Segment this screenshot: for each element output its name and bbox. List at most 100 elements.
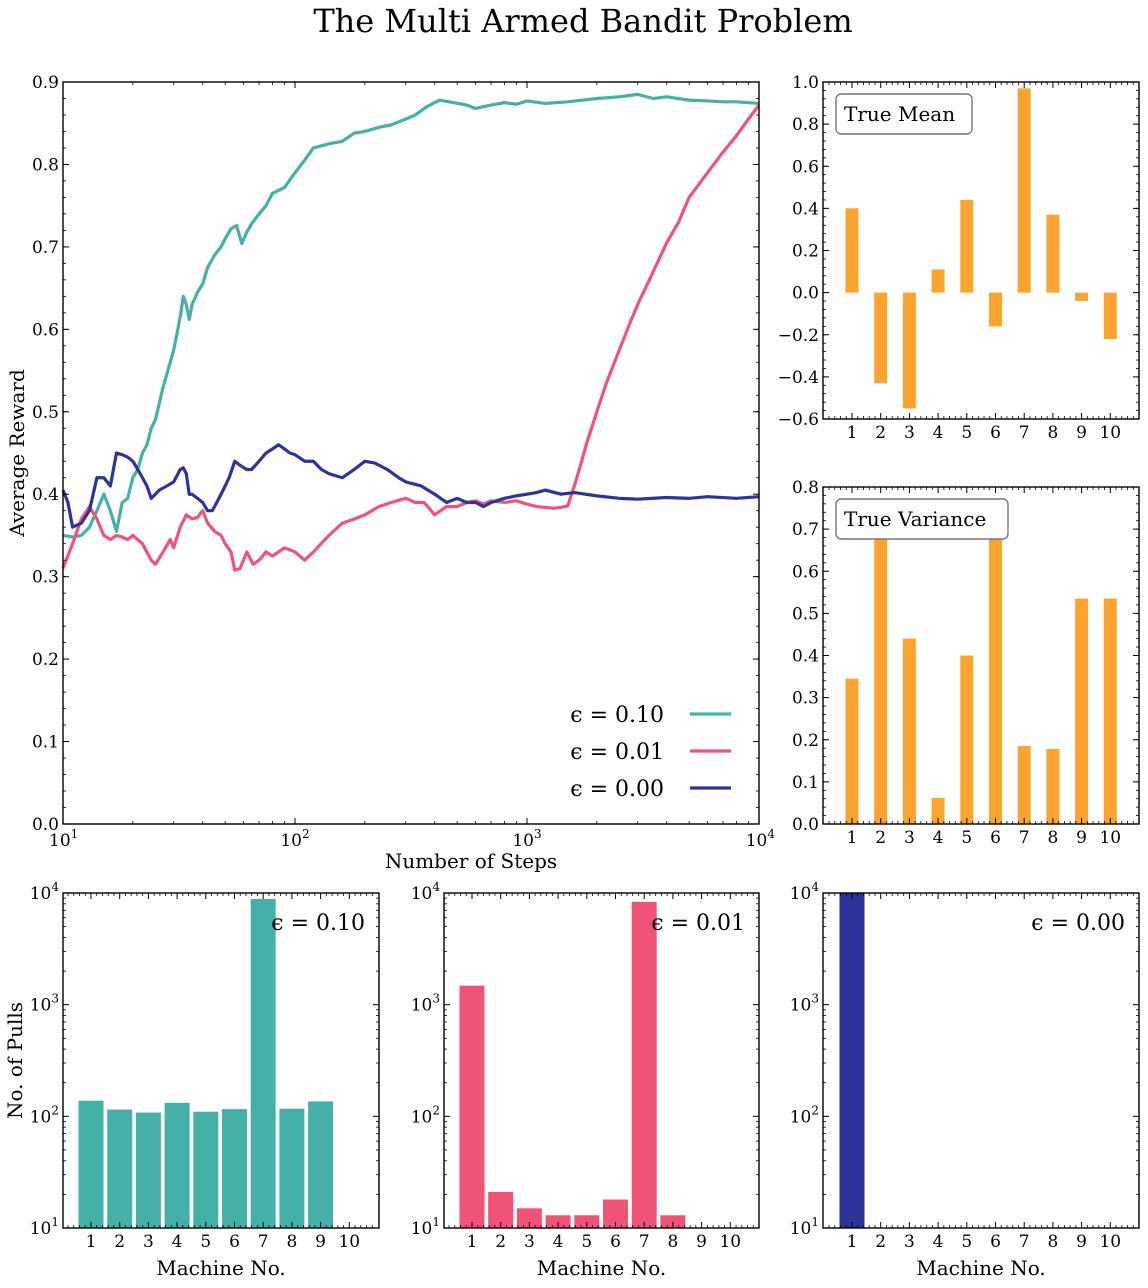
x-tick-label: 1	[86, 1232, 97, 1252]
bar-4	[164, 1102, 190, 1228]
bar-2	[874, 516, 888, 824]
y-tick-label: 0.2	[792, 731, 819, 751]
bar-2	[107, 1109, 133, 1228]
bar-9	[308, 1101, 334, 1228]
panel-title: True Mean	[844, 102, 955, 126]
bar-8	[1046, 214, 1060, 293]
x-tick-label: 7	[1019, 423, 1030, 443]
x-tick-label: 10	[1099, 423, 1121, 443]
x-tick-label: 5	[961, 1232, 972, 1252]
bar-1	[78, 1100, 104, 1228]
bar-10	[1103, 598, 1117, 824]
x-axis-label: Machine No.	[537, 1256, 667, 1280]
x-tick-label: 5	[961, 423, 972, 443]
x-axis-label: Machine No.	[916, 1256, 1046, 1280]
panel-epsilon-label: ϵ = 0.10	[271, 911, 365, 936]
x-axis-label: Number of Steps	[385, 849, 557, 873]
x-tick-label: 10	[719, 1232, 741, 1252]
y-tick-label: 0.0	[792, 284, 819, 304]
x-tick-label: 1	[847, 828, 858, 848]
x-tick-label: 2	[875, 828, 886, 848]
bar-1	[845, 678, 859, 824]
pulls-chart-eps-0.10: 101 102 103 104 1 2 3 4 5 6 7 8 9 10 Machine No. ϵ = 0.…	[3, 880, 380, 1280]
x-tick-label: 2	[875, 423, 886, 443]
bar-6	[989, 512, 1002, 824]
bar-8	[279, 1108, 305, 1228]
x-tick-label: 102	[280, 827, 309, 851]
x-tick-label: 3	[524, 1232, 535, 1252]
legend-label: ϵ = 0.01	[570, 740, 664, 765]
x-tick-label: 6	[990, 1232, 1001, 1252]
x-tick-label: 6	[990, 828, 1001, 848]
bar-3	[902, 638, 916, 824]
x-tick-label: 7	[639, 1232, 650, 1252]
bar-9	[1075, 292, 1089, 302]
x-axis-label: Machine No.	[156, 1256, 286, 1280]
y-tick-label: 0.4	[792, 647, 819, 667]
pulls-chart-eps-0.00: 101 102 103 104 1 2 3 4 5 6 7 8 9 10 Machine No. ϵ = 0.…	[790, 880, 1140, 1280]
x-tick-label: 3	[904, 423, 915, 443]
bar-9	[1075, 598, 1089, 824]
bar-7	[1017, 746, 1031, 824]
bar-7	[631, 901, 657, 1228]
y-tick-label: −0.6	[778, 410, 819, 430]
x-tick-label: 104	[746, 827, 776, 851]
bar-6	[989, 292, 1002, 327]
x-tick-label: 9	[696, 1232, 707, 1252]
bar-3	[135, 1112, 161, 1228]
pulls-chart-eps-0.01: 101 102 103 104 1 2 3 4 5 6 7 8 9 10 Machine No. ϵ = 0.…	[411, 880, 760, 1280]
panel-title: True Variance	[844, 507, 986, 531]
series-line-1	[62, 92, 760, 539]
x-tick-label: 3	[143, 1232, 154, 1252]
y-tick-label: 0.4	[792, 199, 819, 219]
panel-epsilon-label: ϵ = 0.00	[1031, 911, 1125, 936]
x-tick-label: 9	[1076, 828, 1087, 848]
x-tick-label: 4	[553, 1232, 564, 1252]
x-tick-label: 4	[933, 423, 944, 443]
y-tick-label: 0.8	[792, 478, 819, 498]
y-tick-label: 101	[30, 1215, 59, 1239]
x-tick-label: 10	[1099, 1232, 1121, 1252]
y-axis-label: No. of Pulls	[3, 1002, 27, 1119]
title-box	[835, 93, 973, 135]
legend-label: ϵ = 0.00	[570, 777, 664, 802]
x-tick-label: 6	[610, 1232, 621, 1252]
y-tick-label: −0.4	[778, 368, 819, 388]
x-tick-label: 10	[1099, 828, 1121, 848]
y-tick-label: 101	[411, 1215, 440, 1239]
x-tick-label: 1	[467, 1232, 478, 1252]
axes-frame	[62, 892, 380, 1229]
x-tick-label: 2	[495, 1232, 506, 1252]
bar-2	[874, 292, 888, 384]
y-tick-label: −0.2	[778, 326, 819, 346]
y-tick-label: 102	[411, 1103, 440, 1127]
y-tick-label: 103	[30, 992, 59, 1016]
y-tick-label: 0.2	[792, 242, 819, 262]
x-tick-label: 7	[1019, 828, 1030, 848]
x-tick-label: 4	[933, 1232, 944, 1252]
y-tick-label: 102	[790, 1103, 819, 1127]
y-tick-label: 0.7	[792, 520, 819, 540]
bar-4	[931, 797, 945, 824]
y-axis-label: Average Reward	[5, 369, 29, 538]
y-tick-label: 0.8	[32, 155, 59, 175]
x-tick-label: 8	[1047, 828, 1058, 848]
series-line-2	[61, 104, 761, 572]
y-tick-label: 0.0	[32, 815, 59, 835]
y-tick-label: 0.3	[792, 689, 819, 709]
panel-epsilon-label: ϵ = 0.01	[651, 911, 745, 936]
y-tick-label: 104	[790, 880, 820, 904]
y-tick-label: 0.9	[32, 73, 59, 93]
true-mean-bar-chart: −0.6 −0.4 −0.2 0.0 0.2 0.4 0.6 0.8 1.0 1 2 3 4 5 6 7 8 9 1…	[778, 73, 1140, 443]
x-tick-label: 3	[904, 828, 915, 848]
y-tick-label: 0.6	[792, 562, 819, 582]
x-tick-label: 7	[258, 1232, 269, 1252]
x-tick-label: 8	[286, 1232, 297, 1252]
legend-label: ϵ = 0.10	[570, 703, 664, 728]
y-tick-label: 1.0	[792, 73, 819, 93]
bar-8	[660, 1215, 686, 1228]
bar-7	[1017, 88, 1031, 293]
bar-6	[222, 1109, 247, 1228]
x-tick-label: 9	[1076, 1232, 1087, 1252]
x-tick-label: 7	[1019, 1232, 1030, 1252]
